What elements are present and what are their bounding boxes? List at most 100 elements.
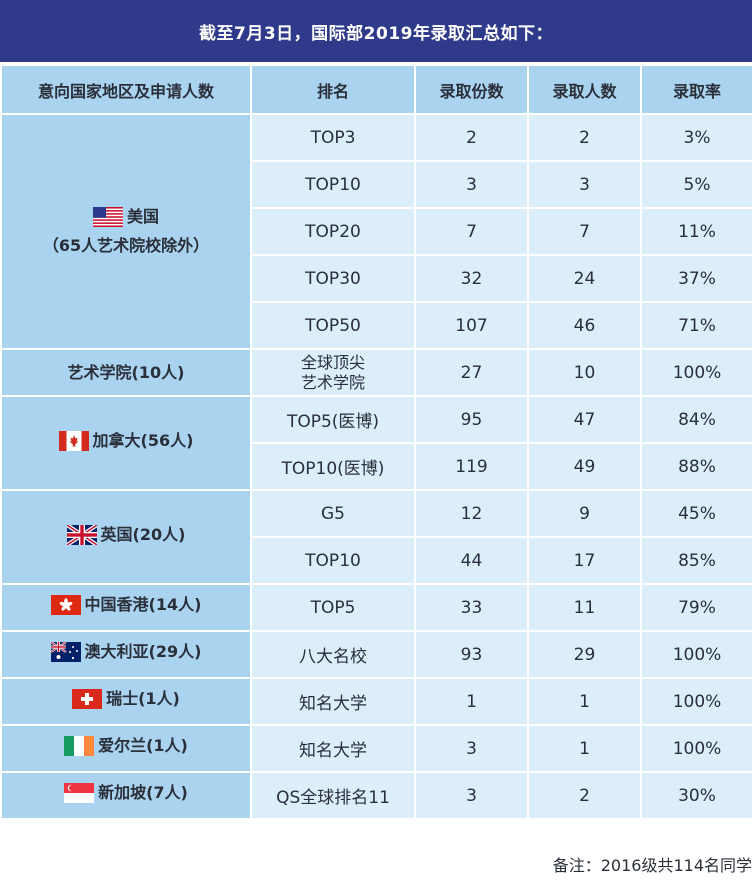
page-title: 截至7月3日，国际部2019年录取汇总如下： <box>0 0 752 62</box>
rank-cell: TOP5(医博) <box>250 395 416 444</box>
rank-cell: G5 <box>250 489 416 538</box>
country-cell-canada: 加拿大(56人) <box>0 395 252 491</box>
rate-cell: 100% <box>640 724 752 773</box>
rank-cell: 八大名校 <box>250 630 416 679</box>
admitted-cell: 46 <box>527 301 642 350</box>
country-name-usa: 美国 <box>126 207 159 226</box>
rank-cell: TOP10 <box>250 536 416 585</box>
header-country: 意向国家地区及申请人数 <box>0 64 252 115</box>
country-cell-ie: 爱尔兰(1人) <box>0 724 252 773</box>
rate-cell: 84% <box>640 395 752 444</box>
country-note-usa: （65人艺术院校除外） <box>42 236 210 255</box>
rate-cell: 85% <box>640 536 752 585</box>
country-name-ie: 爱尔兰(1人) <box>98 736 188 755</box>
table-header-row: 意向国家地区及申请人数 排名 录取份数 录取人数 录取率 <box>0 64 752 115</box>
offers-cell: 1 <box>414 677 529 726</box>
table-row: 爱尔兰(1人) 知名大学 3 1 100% <box>0 724 752 773</box>
table-row: TOP30 32 24 37% <box>1 254 752 303</box>
offers-cell: 27 <box>414 348 529 397</box>
hk-flag-icon <box>50 595 81 615</box>
country-name-hk: 中国香港(14人) <box>84 595 202 614</box>
table-row: 澳大利亚(29人) 八大名校 93 29 100% <box>0 630 752 679</box>
country-cell-uk: 英国(20人) <box>0 489 252 585</box>
table-row: TOP20 7 7 11% <box>1 207 752 256</box>
rank-line-2: 艺术学院 <box>300 372 365 392</box>
offers-cell: 3 <box>414 724 529 773</box>
rank-cell: QS全球排名11 <box>250 771 416 820</box>
admitted-cell: 24 <box>527 254 642 303</box>
offers-cell: 93 <box>414 630 529 679</box>
offers-cell: 7 <box>414 207 529 256</box>
table-row: TOP50 107 46 71% <box>1 301 752 350</box>
rate-cell: 5% <box>640 160 752 209</box>
country-cell-au: 澳大利亚(29人) <box>0 630 252 679</box>
admitted-cell: 1 <box>527 677 642 726</box>
offers-cell: 3 <box>414 160 529 209</box>
country-name-sg: 新加坡(7人) <box>98 783 188 802</box>
country-cell-usa: 美国 （65人艺术院校除外） <box>0 113 252 350</box>
rank-cell: TOP20 <box>250 207 416 256</box>
rank-cell: 知名大学 <box>250 724 416 773</box>
rate-cell: 45% <box>640 489 752 538</box>
admitted-cell: 2 <box>527 771 642 820</box>
table-row: TOP10(医博) 119 49 88% <box>1 442 752 491</box>
country-name-au: 澳大利亚(29人) <box>84 642 202 661</box>
rank-cell: TOP50 <box>250 301 416 350</box>
offers-cell: 119 <box>414 442 529 491</box>
table-row: 新加坡(7人) QS全球排名11 3 2 30% <box>0 771 752 820</box>
rate-cell: 88% <box>640 442 752 491</box>
rate-cell: 79% <box>640 583 752 632</box>
country-cell-hk: 中国香港(14人) <box>0 583 252 632</box>
rate-cell: 100% <box>640 630 752 679</box>
admitted-cell: 10 <box>527 348 642 397</box>
admitted-cell: 29 <box>527 630 642 679</box>
rank-cell: 全球顶尖 艺术学院 <box>250 348 416 397</box>
table-row: 艺术学院(10人) 全球顶尖 艺术学院 27 10 100% <box>0 348 752 397</box>
offers-cell: 3 <box>414 771 529 820</box>
country-name-canada: 加拿大(56人) <box>92 430 194 450</box>
country-cell-ch: 瑞士(1人) <box>0 677 252 726</box>
header-admitted: 录取人数 <box>527 64 642 115</box>
rate-cell: 11% <box>640 207 752 256</box>
table-row: 中国香港(14人) TOP5 33 11 79% <box>0 583 752 632</box>
admitted-cell: 9 <box>527 489 642 538</box>
country-name-ch: 瑞士(1人) <box>106 689 180 708</box>
au-flag-icon <box>50 642 81 662</box>
admitted-cell: 47 <box>527 395 642 444</box>
rank-cell: TOP5 <box>250 583 416 632</box>
rank-cell: TOP3 <box>250 113 416 162</box>
sg-flag-icon <box>64 783 95 803</box>
offers-cell: 44 <box>414 536 529 585</box>
admitted-cell: 1 <box>527 724 642 773</box>
header-rank: 排名 <box>250 64 416 115</box>
admitted-cell: 11 <box>527 583 642 632</box>
rank-cell: TOP30 <box>250 254 416 303</box>
table-row: 英国(20人) G5 12 9 45% <box>0 489 752 585</box>
admitted-cell: 7 <box>527 207 642 256</box>
rank-line-1: 全球顶尖 <box>300 352 365 372</box>
rank-cell: TOP10 <box>250 160 416 209</box>
admitted-cell: 3 <box>527 160 642 209</box>
country-cell-art: 艺术学院(10人) <box>0 348 252 397</box>
uk-flag-icon <box>66 524 97 545</box>
admissions-table: 意向国家地区及申请人数 排名 录取份数 录取人数 录取率 <box>0 64 752 820</box>
table-row: TOP10 3 3 5% <box>1 160 752 209</box>
rate-cell: 100% <box>640 348 752 397</box>
admitted-cell: 2 <box>527 113 642 162</box>
country-cell-sg: 新加坡(7人) <box>0 771 252 820</box>
offers-cell: 95 <box>414 395 529 444</box>
table-row: 美国 （65人艺术院校除外） TOP3 2 2 3% <box>0 113 752 350</box>
rate-cell: 71% <box>640 301 752 350</box>
offers-cell: 32 <box>414 254 529 303</box>
ie-flag-icon <box>64 736 95 756</box>
rate-cell: 37% <box>640 254 752 303</box>
header-offers: 录取份数 <box>414 64 529 115</box>
ch-flag-icon <box>72 689 103 709</box>
rank-cell: TOP10(医博) <box>250 442 416 491</box>
footnote: 备注：2016级共114名同学 <box>552 856 752 875</box>
ca-flag-icon <box>58 430 89 451</box>
us-flag-icon <box>92 207 123 227</box>
table-row: 加拿大(56人) TOP5(医博) 95 47 84% <box>0 395 752 491</box>
offers-cell: 107 <box>414 301 529 350</box>
rate-cell: 3% <box>640 113 752 162</box>
